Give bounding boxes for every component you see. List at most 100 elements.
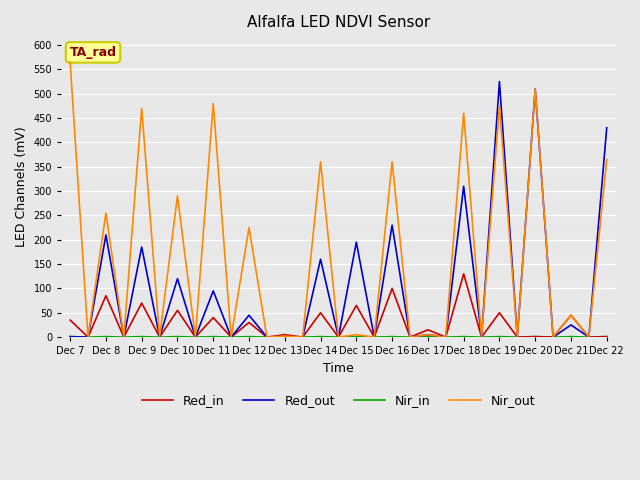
Nir_in xyxy=(460,334,467,339)
Nir_out xyxy=(67,59,74,65)
Nir_in xyxy=(371,334,378,340)
Nir_in xyxy=(67,334,74,339)
Nir_in xyxy=(567,334,575,339)
Red_out xyxy=(191,334,199,340)
Nir_out xyxy=(317,159,324,165)
Red_in xyxy=(531,334,539,339)
Red_in xyxy=(567,312,575,318)
Nir_out xyxy=(227,334,235,340)
Red_out xyxy=(173,276,181,282)
Red_in xyxy=(371,334,378,340)
Red_out xyxy=(84,334,92,340)
Nir_out xyxy=(353,332,360,337)
Title: Alfalfa LED NDVI Sensor: Alfalfa LED NDVI Sensor xyxy=(247,15,430,30)
Nir_out xyxy=(567,312,575,318)
Red_in xyxy=(281,332,289,337)
Nir_in xyxy=(263,334,271,340)
Red_out xyxy=(477,334,485,340)
Red_out xyxy=(531,86,539,92)
Text: TA_rad: TA_rad xyxy=(70,46,116,59)
Nir_in xyxy=(477,334,485,340)
Red_out xyxy=(406,334,414,340)
Nir_in xyxy=(585,334,593,340)
Red_in xyxy=(173,308,181,313)
Red_out xyxy=(585,334,593,340)
Nir_out xyxy=(513,334,521,340)
Nir_in xyxy=(138,334,145,339)
Nir_out xyxy=(102,210,110,216)
Red_out xyxy=(513,334,521,340)
Red_in xyxy=(299,334,307,340)
Red_out xyxy=(388,222,396,228)
Red_in xyxy=(102,293,110,299)
Nir_out xyxy=(442,334,450,340)
Red_in xyxy=(84,334,92,340)
Line: Nir_out: Nir_out xyxy=(70,62,607,337)
Nir_out xyxy=(477,334,485,340)
Nir_out xyxy=(603,156,611,162)
Red_in xyxy=(191,334,199,340)
Red_out xyxy=(67,334,74,339)
Nir_out xyxy=(173,193,181,199)
X-axis label: Time: Time xyxy=(323,362,354,375)
Red_in xyxy=(549,334,557,340)
Red_out xyxy=(138,244,145,250)
Nir_in xyxy=(353,334,360,339)
Red_in xyxy=(317,310,324,316)
Nir_out xyxy=(388,159,396,165)
Line: Red_out: Red_out xyxy=(70,82,607,337)
Nir_in xyxy=(245,334,253,339)
Nir_in xyxy=(227,334,235,340)
Nir_in xyxy=(442,334,450,340)
Nir_in xyxy=(513,334,521,340)
Nir_in xyxy=(281,334,289,339)
Nir_out xyxy=(191,334,199,340)
Red_in xyxy=(513,334,521,340)
Nir_in xyxy=(603,334,611,339)
Red_out xyxy=(460,183,467,189)
Red_out xyxy=(567,322,575,328)
Nir_out xyxy=(245,225,253,230)
Red_out xyxy=(263,334,271,340)
Nir_in xyxy=(424,334,432,339)
Nir_in xyxy=(549,334,557,340)
Red_in xyxy=(460,271,467,276)
Red_in xyxy=(477,334,485,340)
Y-axis label: LED Channels (mV): LED Channels (mV) xyxy=(15,126,28,247)
Nir_out xyxy=(371,334,378,340)
Nir_out xyxy=(156,334,163,340)
Red_in xyxy=(156,334,163,340)
Red_out xyxy=(156,334,163,340)
Red_in xyxy=(138,300,145,306)
Nir_in xyxy=(102,334,110,339)
Nir_in xyxy=(156,334,163,340)
Nir_in xyxy=(173,334,181,339)
Nir_in xyxy=(191,334,199,340)
Red_in xyxy=(209,315,217,321)
Nir_in xyxy=(209,334,217,339)
Nir_in xyxy=(84,334,92,340)
Nir_in xyxy=(317,334,324,339)
Red_in xyxy=(67,317,74,323)
Red_out xyxy=(281,334,289,339)
Line: Nir_in: Nir_in xyxy=(70,336,607,337)
Red_out xyxy=(102,232,110,238)
Nir_out xyxy=(585,334,593,340)
Red_in xyxy=(120,334,127,340)
Nir_out xyxy=(299,334,307,340)
Red_in xyxy=(442,334,450,340)
Red_in xyxy=(388,286,396,291)
Nir_out xyxy=(335,334,342,340)
Nir_in xyxy=(120,334,127,340)
Nir_out xyxy=(406,334,414,340)
Nir_in xyxy=(406,334,414,340)
Red_in xyxy=(495,310,503,316)
Red_in xyxy=(585,334,593,340)
Red_out xyxy=(603,125,611,131)
Nir_out xyxy=(531,86,539,92)
Red_out xyxy=(549,334,557,340)
Red_in xyxy=(335,334,342,340)
Red_in xyxy=(603,334,611,339)
Nir_out xyxy=(84,334,92,340)
Red_out xyxy=(227,334,235,340)
